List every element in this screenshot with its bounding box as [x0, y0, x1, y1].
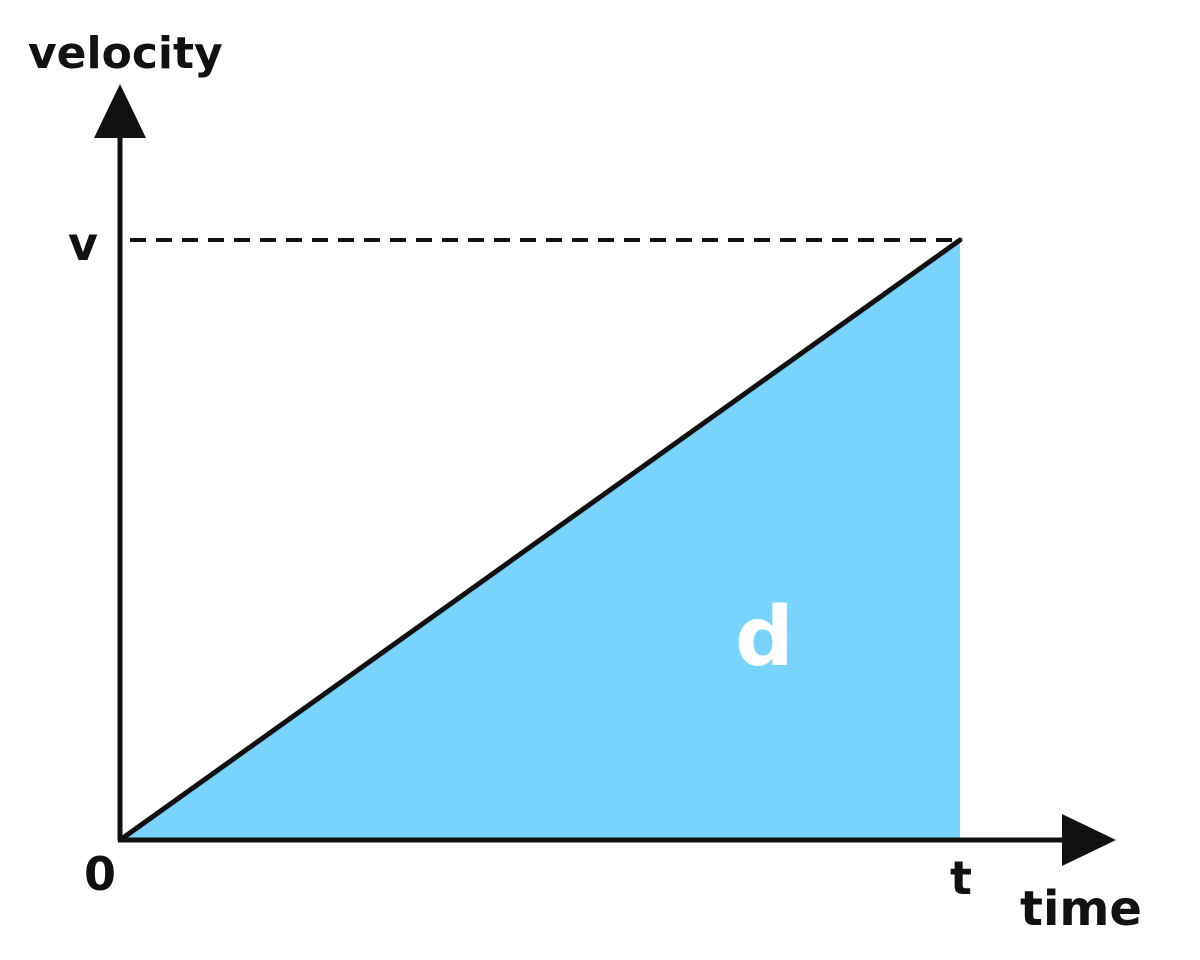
x-axis-label: time [1020, 881, 1142, 937]
origin-label: 0 [84, 847, 116, 901]
x-axis-arrow-icon [1062, 814, 1116, 866]
x-tick-label: t [950, 851, 972, 905]
y-tick-label: v [68, 217, 98, 271]
velocity-line [117, 237, 963, 843]
y-axis-label: velocity [28, 28, 223, 79]
area-label: d [735, 590, 794, 685]
y-axis-arrow-icon [94, 84, 146, 138]
